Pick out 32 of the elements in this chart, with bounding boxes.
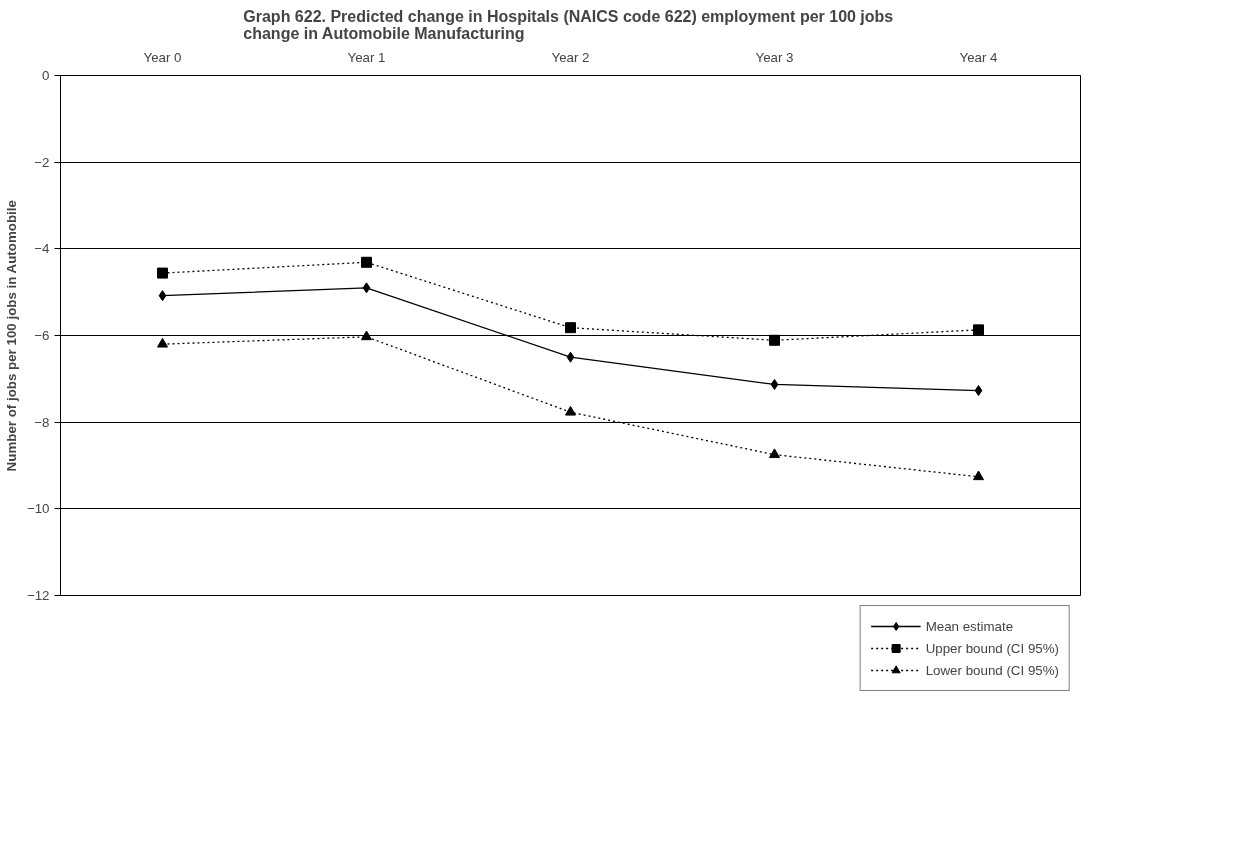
point — [973, 470, 984, 481]
x-tick-label: Year 2 — [551, 49, 590, 65]
point — [769, 334, 780, 346]
point — [158, 290, 167, 302]
point — [157, 267, 168, 279]
point — [770, 378, 779, 390]
y-tick-label: 0 — [42, 68, 50, 83]
y-tick-label: −2 — [34, 154, 50, 170]
legend-label: Mean estimate — [925, 618, 1014, 634]
legend-label: Lower bound (CI 95%) — [925, 662, 1059, 678]
x-tick-label: Year 0 — [143, 49, 182, 65]
legend-label: Upper bound (CI 95%) — [925, 640, 1059, 656]
y-tick-label: −12 — [26, 588, 50, 603]
y-tick-label: −6 — [34, 328, 50, 343]
point — [361, 330, 372, 341]
point — [566, 351, 575, 363]
point — [565, 405, 576, 416]
point — [361, 256, 372, 268]
chart-title: Graph 622. Predicted change in Hospitals (NAICS code 622) employment per 100 jobs change in Automobile Manufacturing — [243, 7, 894, 42]
point — [974, 385, 983, 397]
point — [157, 337, 168, 348]
x-tick-label: Year 4 — [959, 49, 999, 65]
point — [565, 322, 576, 334]
y-axis-title: Number of jobs per 100 jobs in Automobile — [3, 200, 19, 472]
y-tick-label: −4 — [34, 241, 51, 257]
point — [362, 282, 371, 294]
y-tick-label: −8 — [34, 414, 50, 430]
point — [973, 324, 984, 336]
y-tick-label: −10 — [26, 501, 50, 517]
x-tick-label: Year 3 — [755, 49, 794, 65]
x-tick-label: Year 1 — [347, 49, 386, 65]
point — [769, 448, 780, 459]
